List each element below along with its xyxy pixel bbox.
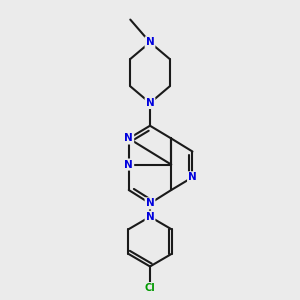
Text: N: N xyxy=(146,37,154,47)
Text: N: N xyxy=(124,160,133,170)
Text: N: N xyxy=(146,98,154,108)
Text: Cl: Cl xyxy=(145,283,155,293)
Text: N: N xyxy=(146,198,154,208)
Text: N: N xyxy=(188,172,197,182)
Text: N: N xyxy=(146,212,154,222)
Text: N: N xyxy=(124,134,133,143)
